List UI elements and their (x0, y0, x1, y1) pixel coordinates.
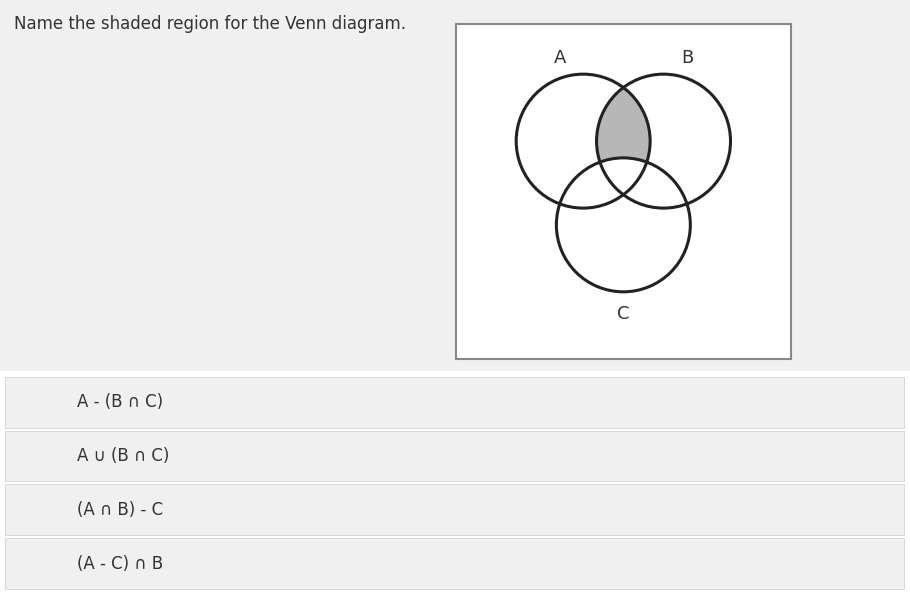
Text: A: A (39, 393, 52, 411)
Text: A - (B ∩ C): A - (B ∩ C) (77, 393, 164, 411)
Text: C: C (617, 305, 630, 324)
Text: A ∪ (B ∩ C): A ∪ (B ∩ C) (77, 447, 170, 465)
Text: B: B (39, 447, 52, 465)
Text: Name the shaded region for the Venn diagram.: Name the shaded region for the Venn diag… (14, 15, 406, 33)
Text: B: B (681, 50, 693, 68)
Text: (A - C) ∩ B: (A - C) ∩ B (77, 554, 164, 573)
Text: A: A (553, 50, 566, 68)
Text: D: D (39, 554, 53, 573)
Text: (A ∩ B) - C: (A ∩ B) - C (77, 501, 164, 519)
Text: C: C (40, 501, 52, 519)
